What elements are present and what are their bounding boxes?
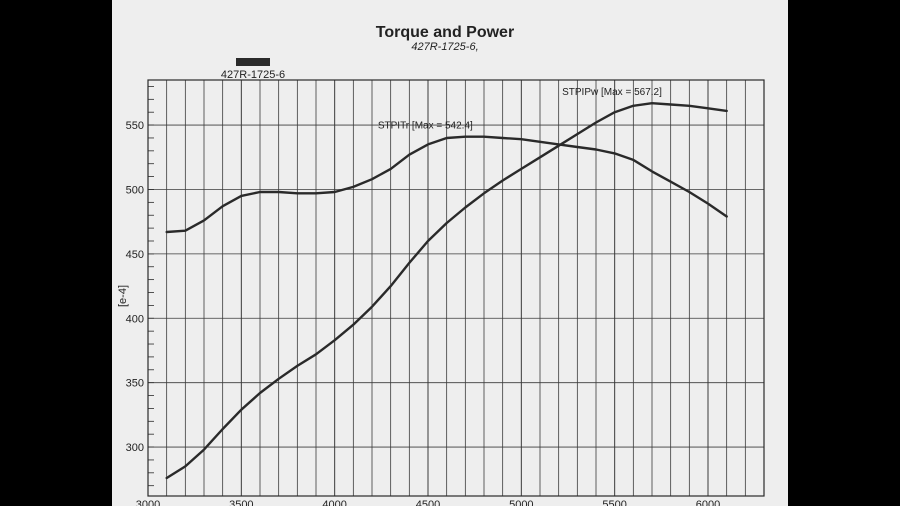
legend-swatch — [236, 58, 270, 66]
x-tick-label: 4500 — [416, 499, 440, 506]
chart-title: Torque and Power — [376, 24, 514, 41]
legend-label: 427R-1725-6 — [221, 69, 285, 81]
x-tick-label: 5000 — [509, 499, 533, 506]
plot-frame — [147, 79, 765, 497]
series-line-stpipw — [165, 102, 728, 480]
x-tick-label: 6000 — [696, 499, 720, 506]
grid — [147, 79, 765, 497]
y-tick-label: 300 — [126, 442, 144, 454]
chart-svg: Torque and Power 427R-1725-6, 427R-1725-… — [117, 24, 765, 506]
y-tick-label: 550 — [126, 120, 144, 132]
series-annotation-stpipw: STPIPw [Max = 567.2] — [562, 87, 662, 98]
y-tick-label: 400 — [126, 313, 144, 325]
x-tick-label: 3000 — [136, 499, 160, 506]
y-tick-label: 500 — [126, 184, 144, 196]
x-tick-label: 4000 — [322, 499, 346, 506]
series-annotation-stpitr: STPITr [Max = 542.4] — [378, 121, 473, 132]
chart-subtitle: 427R-1725-6, — [411, 41, 478, 53]
x-tick-label: 5500 — [602, 499, 626, 506]
series-lines — [165, 102, 728, 480]
y-tick-label: 450 — [126, 249, 144, 261]
chart-paper: Torque and Power 427R-1725-6, 427R-1725-… — [112, 0, 788, 506]
series-line-stpitr — [165, 135, 728, 234]
annotations: STPITr [Max = 542.4] STPIPw [Max = 567.2] — [378, 87, 662, 131]
y-axis-label: [e-4] — [117, 285, 129, 307]
x-tick-label: 3500 — [229, 499, 253, 506]
tick-labels: 300 350 400 450 500 550 3000 3500 4000 4500 5000 55… — [126, 120, 721, 506]
y-tick-label: 350 — [126, 378, 144, 390]
